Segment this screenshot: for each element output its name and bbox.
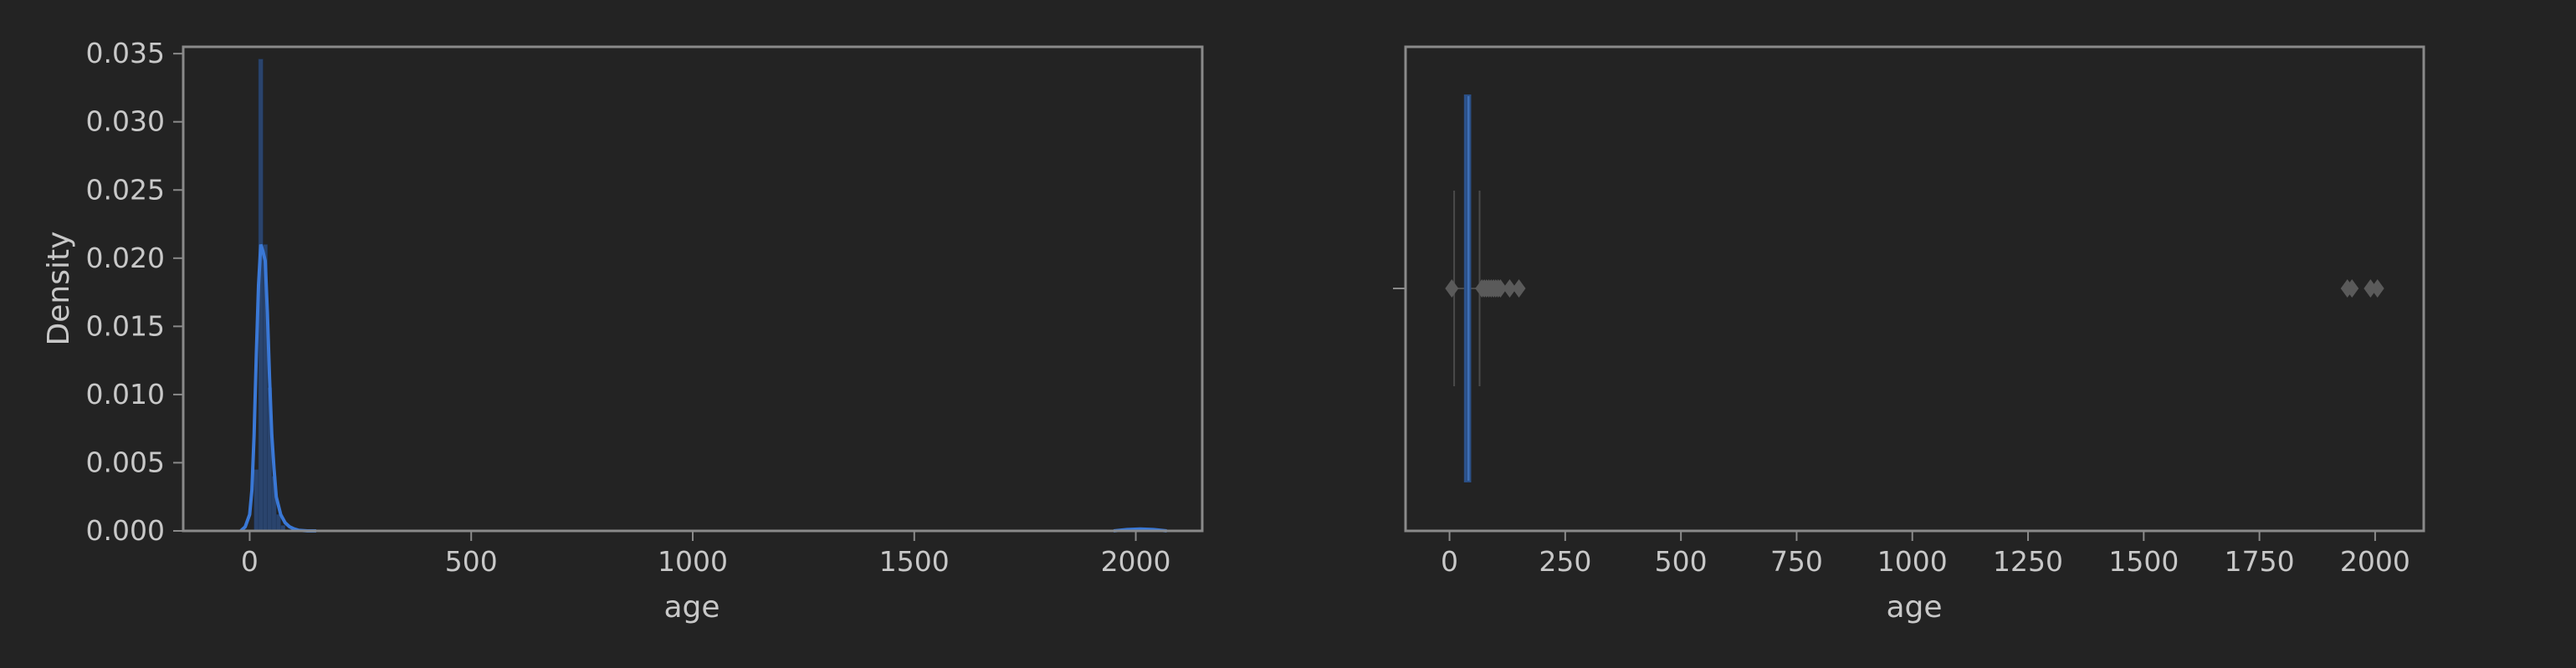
y-tick-label: 0.015 [86,309,165,342]
boxplot-panel: 0 250 500 750 1000 1250 1500 1750 2000 age [1393,45,2425,625]
right-x-axis-label: age [1886,590,1942,625]
histogram-bar [275,514,281,532]
left-y-axis-label: Density [42,232,76,346]
box-iqr [1463,94,1472,482]
x-tick-label: 2000 [1101,545,1171,578]
x-tick-label: 500 [1655,545,1708,578]
x-tick-label: 1000 [658,545,728,578]
y-tick-label: 0.035 [86,37,165,69]
y-tick-label: 0.010 [86,378,165,410]
right-axes-frame [1404,45,2425,533]
y-tick-label: 0.000 [86,514,165,547]
x-tick-label: 1750 [2225,545,2295,578]
flier-marker [1493,279,1508,298]
flier-marker [1445,279,1459,298]
y-tick-label: 0.020 [86,242,165,274]
flier-marker [1512,279,1526,298]
flier-marker [2345,279,2359,298]
y-tick-label: 0.025 [86,173,165,206]
right-x-ticks: 0 250 500 750 1000 1250 1500 1750 2000 [1441,531,2410,578]
flier-marker [1503,279,1517,298]
left-x-axis-label: age [663,590,720,625]
flier-marker [2363,279,2378,298]
histogram-panel: 0 500 1000 1500 2000 0.0000.0050.0100.0150.0… [42,37,1204,625]
y-tick-label: 0.030 [86,105,165,138]
x-tick-label: 0 [1441,545,1458,578]
left-x-ticks: 0 500 1000 1500 2000 [241,531,1171,578]
left-y-ticks: 0.000 0.005 0.010 0.015 0.020 0.025 0.030 0.035 [86,37,183,547]
x-tick-label: 750 [1770,545,1823,578]
flier-marker [2370,279,2384,298]
x-tick-label: 250 [1539,545,1591,578]
y-tick-label: 0.005 [86,446,165,478]
x-tick-label: 1000 [1877,545,1948,578]
x-tick-label: 0 [241,545,259,578]
x-tick-label: 1250 [1993,545,2063,578]
x-tick-label: 1500 [2108,545,2179,578]
x-tick-label: 1500 [879,545,950,578]
box-fliers [1445,279,2384,298]
x-tick-label: 2000 [2340,545,2410,578]
histogram-bar [254,469,259,532]
left-axes-frame [182,45,1204,533]
x-tick-label: 500 [445,545,498,578]
